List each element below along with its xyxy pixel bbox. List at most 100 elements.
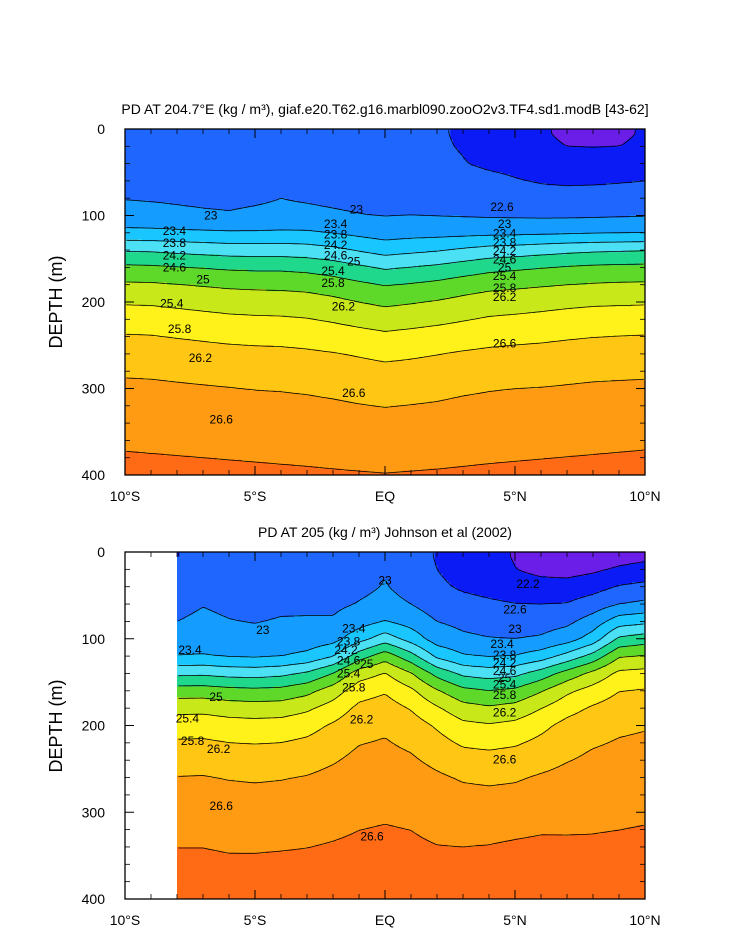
panel-model: PD AT 204.7°E (kg / m³), giaf.e20.T62.g1… <box>46 101 661 504</box>
panel-1-contour-labels: 2323.423.824.224.62525.425.826.226.62323… <box>160 200 517 427</box>
contour-band <box>177 688 645 787</box>
contour-label: 23.8 <box>324 228 348 242</box>
contour-label: 23.4 <box>342 621 366 635</box>
contour-label: 23 <box>498 217 512 231</box>
contour-band <box>177 623 645 679</box>
x-tick-label: 10°N <box>629 488 660 504</box>
contour-label: 25.8 <box>342 680 366 694</box>
contour-label: 23.4 <box>490 637 514 651</box>
contour-label: 25 <box>347 254 361 268</box>
contour-line <box>126 377 644 408</box>
contour-label: 23.8 <box>493 648 517 662</box>
contour-label: 23 <box>378 574 392 588</box>
contour-band <box>125 250 645 286</box>
contour-label: 22.6 <box>490 200 514 214</box>
contour-line <box>551 130 636 148</box>
panel-2-contour-fill <box>177 552 645 899</box>
contour-band <box>450 129 645 186</box>
panel-2-y-axis: 0 100 200 300 400 <box>82 544 645 907</box>
contour-label: 24.2 <box>334 643 358 657</box>
contour-label: 24.2 <box>493 656 517 670</box>
contour-line <box>126 239 644 256</box>
contour-label: 25 <box>498 671 512 685</box>
contour-label: 26.2 <box>350 712 374 726</box>
contour-line <box>510 553 644 579</box>
contour-label: 23.8 <box>337 634 361 648</box>
contour-band <box>177 580 645 657</box>
contour-line <box>178 731 644 787</box>
contour-label: 24.6 <box>163 260 187 274</box>
panel-2-title: PD AT 205 (kg / m³) Johnson et al (2002) <box>258 524 512 540</box>
y-tick-label: 100 <box>82 208 106 224</box>
contour-band <box>177 732 645 854</box>
contour-label: 25.8 <box>493 688 517 702</box>
contour-label: 26.6 <box>493 752 517 766</box>
contour-label: 26.2 <box>189 351 213 365</box>
contour-label: 23.8 <box>163 236 187 250</box>
y-tick-label: 200 <box>82 294 106 310</box>
contour-line <box>178 668 644 724</box>
panel-1-contour-fill <box>125 129 645 475</box>
contour-label: 24.6 <box>324 248 348 262</box>
contour-label: 24.6 <box>337 653 361 667</box>
y-tick-label: 400 <box>82 891 106 907</box>
contour-band <box>125 198 645 240</box>
y-tick-label: 300 <box>82 804 106 820</box>
contour-band <box>125 377 645 474</box>
contour-band <box>125 239 645 270</box>
x-tick-label: EQ <box>375 912 395 928</box>
contour-line <box>126 198 644 219</box>
contour-label: 25 <box>209 690 223 704</box>
contour-label: 23.4 <box>324 217 348 231</box>
contour-band <box>177 645 645 707</box>
panel-1-title: PD AT 204.7°E (kg / m³), giaf.e20.T62.g1… <box>121 101 648 117</box>
contour-label: 23.4 <box>163 224 187 238</box>
contour-band <box>551 129 635 147</box>
contour-label: 24.2 <box>324 238 348 252</box>
contour-band <box>177 612 645 668</box>
contour-line <box>178 580 644 639</box>
contour-line <box>126 250 644 270</box>
contour-label: 26.6 <box>342 386 366 400</box>
y-tick-label: 0 <box>97 544 105 560</box>
contour-label: 23 <box>350 202 364 216</box>
contour-label: 25.4 <box>337 667 361 681</box>
contour-band <box>509 552 645 579</box>
contour-line <box>178 623 644 668</box>
contour-line <box>126 449 644 474</box>
contour-band <box>125 263 645 307</box>
contour-line <box>126 281 644 308</box>
contour-band <box>177 825 645 899</box>
contour-label: 25 <box>360 657 374 671</box>
contour-line <box>126 333 644 363</box>
contour-line <box>178 612 644 658</box>
contour-band <box>125 282 645 333</box>
contour-line <box>126 263 644 286</box>
contour-label: 23 <box>204 209 218 223</box>
contour-label: 26.2 <box>207 742 231 756</box>
panel-1-contour-lines <box>126 130 644 474</box>
panel-observations: PD AT 205 (kg / m³) Johnson et al (2002)… <box>46 524 661 928</box>
contour-label: 26.6 <box>210 799 234 813</box>
contour-label: 24.6 <box>493 253 517 267</box>
x-tick-label: 5°N <box>503 488 527 504</box>
contour-line <box>178 688 644 751</box>
x-tick-label: 5°N <box>503 912 527 928</box>
panel-2-y-label: DEPTH (m) <box>46 680 66 773</box>
contour-band <box>177 669 645 750</box>
contour-label: 23 <box>508 622 522 636</box>
y-tick-label: 400 <box>82 467 106 483</box>
contour-label: 25.4 <box>493 678 517 692</box>
x-tick-label: 5°S <box>244 488 267 504</box>
contour-label: 25.4 <box>160 297 184 311</box>
contour-label: 25 <box>498 260 512 274</box>
y-tick-label: 200 <box>82 718 106 734</box>
contour-line <box>178 655 644 707</box>
contour-line <box>177 553 644 605</box>
contour-label: 25 <box>196 273 210 287</box>
x-tick-label: EQ <box>375 488 395 504</box>
contour-line <box>126 227 644 241</box>
contour-band <box>177 656 645 724</box>
contour-label: 26.2 <box>493 706 517 720</box>
